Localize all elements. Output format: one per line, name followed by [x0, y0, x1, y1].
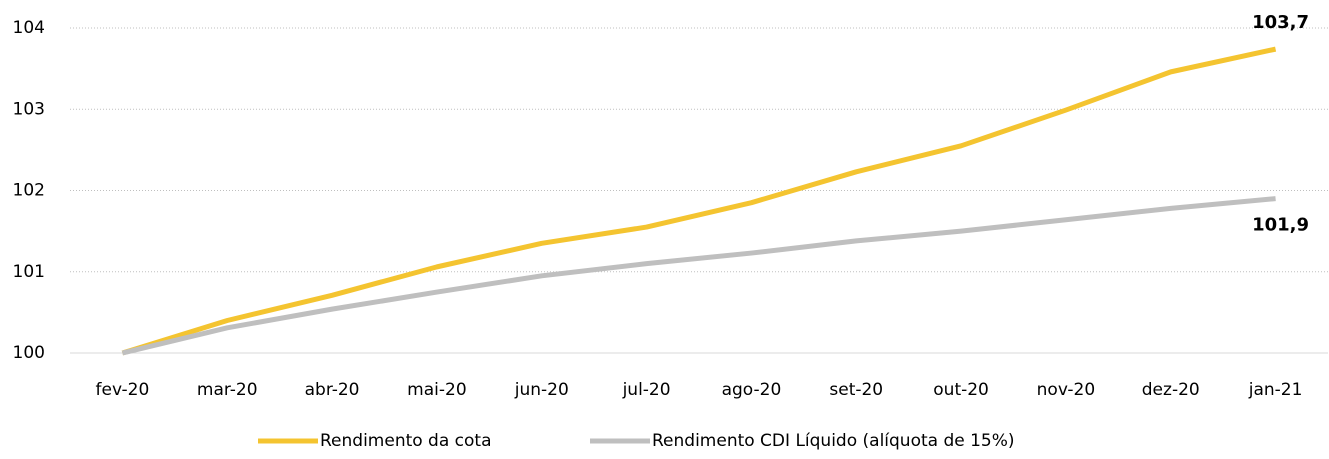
x-tick-label: ago-20: [722, 380, 782, 400]
series-line: [121, 196, 1276, 356]
x-tick-label: dez-20: [1142, 380, 1200, 400]
x-tick-label: mar-20: [197, 380, 258, 400]
x-tick-label: jul-20: [622, 380, 671, 400]
y-tick-label: 102: [13, 181, 45, 201]
data-label: 101,9: [1252, 215, 1309, 236]
legend-label: Rendimento da cota: [320, 431, 492, 451]
y-tick-label: 100: [13, 343, 45, 363]
legend-label: Rendimento CDI Líquido (alíquota de 15%): [652, 431, 1015, 451]
y-tick-label: 101: [13, 262, 45, 282]
x-tick-label: out-20: [933, 380, 989, 400]
x-tick-label: nov-20: [1037, 380, 1096, 400]
series-line: [121, 46, 1277, 356]
x-tick-label: mai-20: [407, 380, 466, 400]
x-tick-label: jun-20: [514, 380, 569, 400]
x-tick-label: fev-20: [96, 380, 150, 400]
y-tick-label: 104: [13, 18, 45, 38]
x-tick-label: set-20: [829, 380, 883, 400]
data-label: 103,7: [1252, 12, 1309, 33]
x-tick-label: abr-20: [305, 380, 360, 400]
y-tick-label: 103: [13, 99, 45, 119]
x-tick-label: jan-21: [1248, 380, 1303, 400]
